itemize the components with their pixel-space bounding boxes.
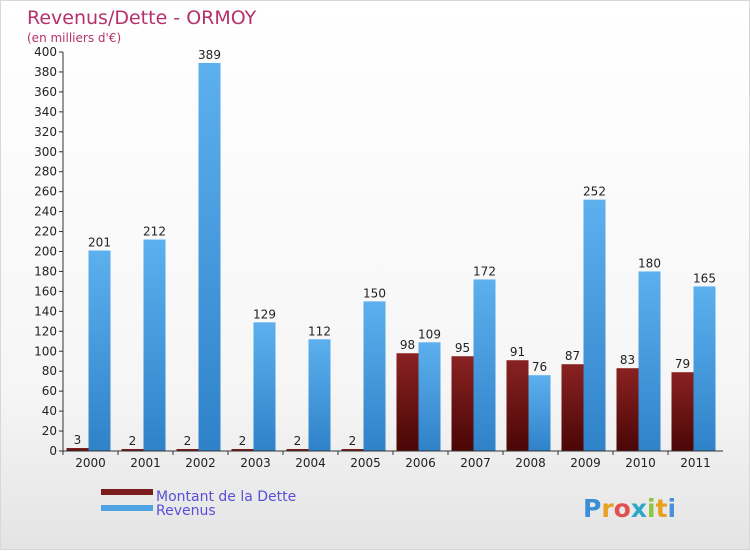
bar-revenus — [473, 279, 496, 451]
bar-revenus — [88, 250, 111, 451]
bar-debt — [66, 448, 89, 451]
data-label-revenus: 201 — [88, 236, 111, 250]
y-tick-label: 20 — [42, 424, 57, 438]
logo-text: Proxiti — [583, 494, 676, 523]
bar-revenus — [308, 339, 331, 451]
data-label-revenus: 212 — [143, 225, 166, 239]
data-label-revenus: 76 — [532, 360, 547, 374]
y-tick-label: 220 — [34, 225, 57, 239]
x-tick-label: 2001 — [130, 456, 161, 470]
data-label-revenus: 165 — [693, 271, 716, 285]
y-tick-label: 300 — [34, 145, 57, 159]
bar-debt — [506, 360, 529, 451]
x-tick-label: 2008 — [515, 456, 546, 470]
bar-debt — [176, 449, 199, 451]
y-tick-label: 60 — [42, 384, 57, 398]
x-tick-label: 2002 — [185, 456, 216, 470]
data-label-revenus: 389 — [198, 48, 221, 62]
y-axis: 0 20 40 60 80 100 120 140 160 180 200 220 240 260 280 3… — [34, 45, 64, 458]
x-tick-label: 2006 — [405, 456, 436, 470]
bar-debt — [286, 449, 309, 451]
y-tick-label: 320 — [34, 125, 57, 139]
bar-debt — [451, 356, 474, 451]
data-label-debt: 87 — [565, 349, 580, 363]
x-tick-label: 2000 — [75, 456, 106, 470]
data-label-revenus: 172 — [473, 264, 496, 278]
bar-revenus — [693, 286, 716, 451]
bar-debt — [616, 368, 639, 451]
data-label-debt: 2 — [239, 434, 247, 448]
bar-revenus — [253, 322, 276, 451]
data-label-debt: 83 — [620, 353, 635, 367]
y-tick-label: 140 — [34, 304, 57, 318]
data-label-debt: 2 — [129, 434, 137, 448]
y-tick-label: 340 — [34, 105, 57, 119]
chart-title: Revenus/Dette - ORMOY — [27, 7, 257, 29]
chart-subtitle: (en milliers d'€) — [27, 31, 121, 45]
y-tick-label: 160 — [34, 284, 57, 298]
bar-debt — [671, 372, 694, 451]
x-tick-label: 2007 — [460, 456, 491, 470]
y-tick-label: 120 — [34, 324, 57, 338]
x-tick-label: 2003 — [240, 456, 271, 470]
y-tick-label: 40 — [42, 404, 57, 418]
x-tick-label: 2005 — [350, 456, 381, 470]
bar-revenus — [583, 199, 606, 451]
data-label-revenus: 180 — [638, 256, 661, 270]
bar-debt — [396, 353, 419, 451]
bar-revenus — [363, 301, 386, 451]
legend-swatch-revenus — [101, 505, 153, 511]
data-label-debt: 2 — [294, 434, 302, 448]
data-label-revenus: 129 — [253, 307, 276, 321]
y-tick-label: 80 — [42, 364, 57, 378]
y-tick-label: 100 — [34, 344, 57, 358]
x-tick-label: 2004 — [295, 456, 326, 470]
y-tick-label: 400 — [34, 45, 57, 59]
bar-debt — [341, 449, 364, 451]
bar-debt — [231, 449, 254, 451]
data-label-debt: 95 — [455, 341, 470, 355]
data-label-debt: 79 — [675, 357, 690, 371]
data-label-revenus: 252 — [583, 185, 606, 199]
y-tick-label: 360 — [34, 85, 57, 99]
y-tick-label: 0 — [49, 444, 57, 458]
proxiti-logo: Proxiti — [583, 494, 676, 523]
y-tick-label: 240 — [34, 205, 57, 219]
legend-swatch-debt — [101, 489, 153, 495]
bar-revenus — [143, 239, 166, 451]
bar-revenus — [418, 342, 441, 451]
data-label-debt: 98 — [400, 338, 415, 352]
data-label-debt: 91 — [510, 345, 525, 359]
bar-debt — [561, 364, 584, 451]
data-label-debt: 2 — [184, 434, 192, 448]
bar-debt — [121, 449, 144, 451]
data-label-revenus: 109 — [418, 327, 441, 341]
y-tick-label: 280 — [34, 165, 57, 179]
data-label-revenus: 112 — [308, 324, 331, 338]
x-tick-label: 2010 — [625, 456, 656, 470]
y-tick-label: 200 — [34, 245, 57, 259]
x-tick-label: 2011 — [680, 456, 711, 470]
bar-revenus — [638, 271, 661, 451]
legend: Montant de la Dette Revenus — [101, 489, 296, 519]
x-tick-label: 2009 — [570, 456, 601, 470]
legend-label-debt: Montant de la Dette — [156, 489, 296, 505]
bar-revenus — [528, 375, 551, 451]
y-tick-label: 180 — [34, 264, 57, 278]
bar-revenus — [198, 62, 221, 451]
legend-label-revenus: Revenus — [156, 503, 216, 519]
y-tick-label: 380 — [34, 65, 57, 79]
data-label-debt: 3 — [74, 433, 82, 447]
data-label-revenus: 150 — [363, 286, 386, 300]
data-label-debt: 2 — [349, 434, 357, 448]
y-tick-label: 260 — [34, 185, 57, 199]
x-axis: 2000 2001 2002 2003 2004 2005 2006 2007 2008 2009… — [62, 450, 723, 470]
